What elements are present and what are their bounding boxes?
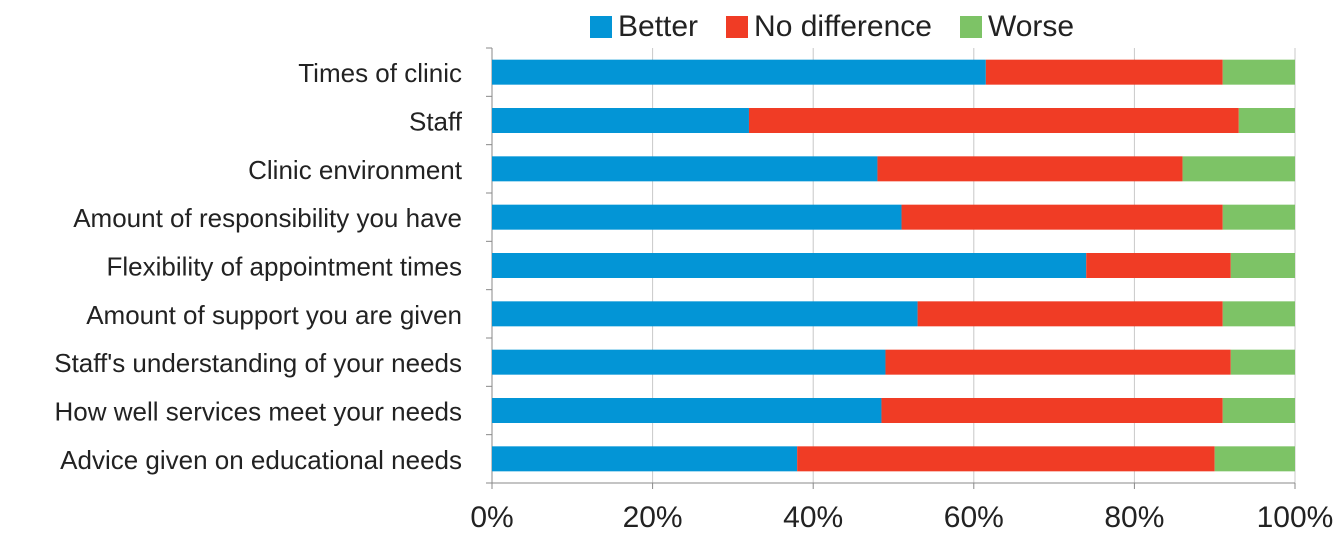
bar-no-difference [885,349,1231,375]
bar-better [492,301,918,327]
bar-worse [1182,156,1295,182]
x-tick-label: 60% [944,501,1004,534]
bar-better [492,398,882,423]
category-label: Amount of support you are given [86,300,462,330]
x-tick-label: 0% [470,501,513,534]
category-label: Amount of responsibility you have [73,203,462,233]
x-tick-label: 100% [1257,501,1334,534]
bar-better [492,349,886,375]
bar-no-difference [917,301,1223,327]
bar-better [492,253,1087,278]
bar-no-difference [881,398,1223,423]
category-label: Staff [409,107,463,137]
legend-item-no-difference: No difference [726,10,932,44]
bar-worse [1222,59,1295,85]
bar-worse [1222,398,1295,423]
legend-swatch-no-difference [726,16,749,38]
bar-better [492,204,902,230]
category-label: Times of clinic [298,58,462,88]
x-tick-label: 20% [623,501,683,534]
bar-better [492,156,878,182]
bar-worse [1214,446,1295,472]
category-label: Staff's understanding of your needs [54,348,462,378]
bar-better [492,108,749,133]
bar-no-difference [1086,253,1231,278]
bar-better [492,59,986,85]
bar-better [492,446,798,472]
chart-legend: Better No difference Worse [590,10,1102,44]
legend-item-better: Better [590,10,698,44]
bar-worse [1230,253,1295,278]
category-label: Clinic environment [248,155,463,185]
bar-no-difference [877,156,1183,182]
x-tick-label: 80% [1104,501,1164,534]
category-label: Flexibility of appointment times [107,252,462,282]
category-label: Advice given on educational needs [60,445,462,475]
legend-label-no-difference: No difference [754,10,932,43]
bar-worse [1238,108,1295,133]
legend-label-better: Better [618,10,699,43]
category-label: How well services meet your needs [55,397,463,427]
bar-worse [1222,204,1295,230]
bar-worse [1222,301,1295,327]
bar-no-difference [797,446,1215,472]
bar-no-difference [901,204,1223,230]
bar-no-difference [985,59,1223,85]
legend-label-worse: Worse [987,10,1075,43]
legend-swatch-worse [959,16,982,38]
legend-swatch-better [590,16,612,38]
legend-item-worse: Worse [959,10,1075,44]
bar-no-difference [748,108,1239,133]
x-tick-label: 40% [783,501,843,534]
bar-worse [1230,349,1295,375]
